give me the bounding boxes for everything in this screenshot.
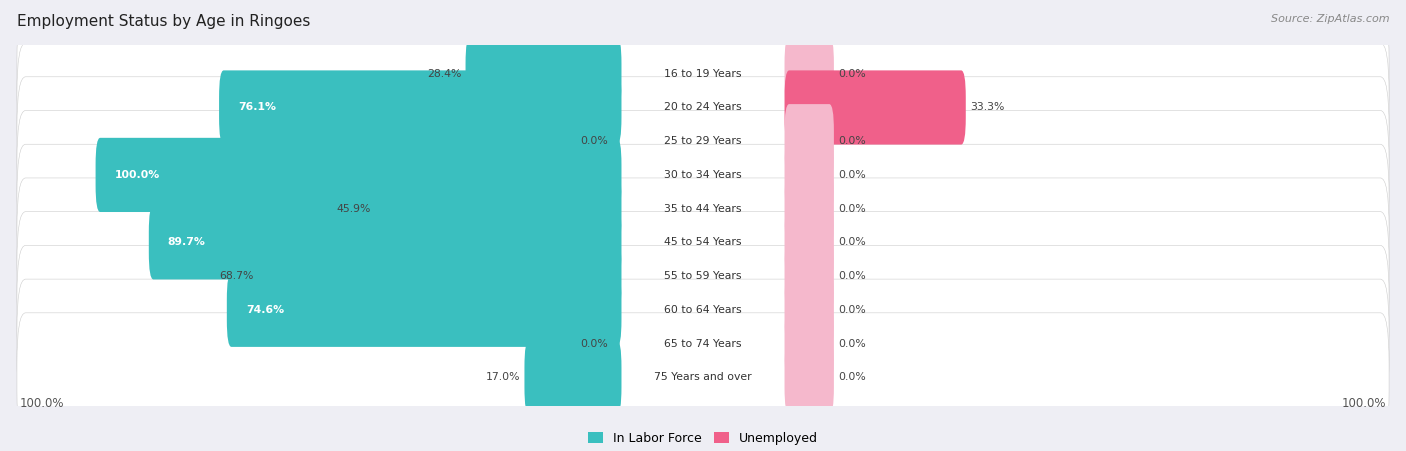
- Text: 0.0%: 0.0%: [838, 170, 866, 180]
- FancyBboxPatch shape: [375, 171, 621, 246]
- FancyBboxPatch shape: [226, 273, 621, 347]
- Text: 0.0%: 0.0%: [838, 136, 866, 146]
- Text: 65 to 74 Years: 65 to 74 Years: [664, 339, 742, 349]
- Text: 25 to 29 Years: 25 to 29 Years: [664, 136, 742, 146]
- Text: 100.0%: 100.0%: [1341, 397, 1386, 410]
- FancyBboxPatch shape: [17, 212, 1389, 341]
- FancyBboxPatch shape: [96, 138, 621, 212]
- Text: 0.0%: 0.0%: [838, 339, 866, 349]
- Text: 55 to 59 Years: 55 to 59 Years: [664, 271, 742, 281]
- FancyBboxPatch shape: [17, 178, 1389, 307]
- Text: Employment Status by Age in Ringoes: Employment Status by Age in Ringoes: [17, 14, 311, 28]
- Text: 76.1%: 76.1%: [238, 102, 276, 112]
- Text: 0.0%: 0.0%: [838, 69, 866, 79]
- Text: 100.0%: 100.0%: [114, 170, 160, 180]
- FancyBboxPatch shape: [17, 279, 1389, 408]
- Text: 100.0%: 100.0%: [20, 397, 65, 410]
- FancyBboxPatch shape: [785, 273, 834, 347]
- Text: 45 to 54 Years: 45 to 54 Years: [664, 237, 742, 247]
- FancyBboxPatch shape: [785, 138, 834, 212]
- Text: 0.0%: 0.0%: [838, 305, 866, 315]
- FancyBboxPatch shape: [524, 340, 621, 414]
- Text: 20 to 24 Years: 20 to 24 Years: [664, 102, 742, 112]
- Text: 45.9%: 45.9%: [336, 204, 371, 214]
- FancyBboxPatch shape: [17, 110, 1389, 239]
- Text: 30 to 34 Years: 30 to 34 Years: [664, 170, 742, 180]
- Text: 75 Years and over: 75 Years and over: [654, 372, 752, 382]
- Text: 74.6%: 74.6%: [246, 305, 284, 315]
- Text: 0.0%: 0.0%: [838, 237, 866, 247]
- Text: 0.0%: 0.0%: [581, 339, 609, 349]
- FancyBboxPatch shape: [785, 37, 834, 111]
- Text: 89.7%: 89.7%: [167, 237, 205, 247]
- FancyBboxPatch shape: [785, 239, 834, 313]
- Text: 60 to 64 Years: 60 to 64 Years: [664, 305, 742, 315]
- FancyBboxPatch shape: [785, 104, 834, 178]
- Text: 0.0%: 0.0%: [838, 204, 866, 214]
- Text: 0.0%: 0.0%: [581, 136, 609, 146]
- FancyBboxPatch shape: [17, 9, 1389, 138]
- FancyBboxPatch shape: [17, 43, 1389, 172]
- Text: Source: ZipAtlas.com: Source: ZipAtlas.com: [1271, 14, 1389, 23]
- FancyBboxPatch shape: [785, 306, 834, 381]
- FancyBboxPatch shape: [17, 245, 1389, 374]
- FancyBboxPatch shape: [785, 340, 834, 414]
- FancyBboxPatch shape: [785, 171, 834, 246]
- FancyBboxPatch shape: [17, 77, 1389, 206]
- Text: 35 to 44 Years: 35 to 44 Years: [664, 204, 742, 214]
- Text: 0.0%: 0.0%: [838, 271, 866, 281]
- FancyBboxPatch shape: [257, 239, 621, 313]
- Text: 16 to 19 Years: 16 to 19 Years: [664, 69, 742, 79]
- FancyBboxPatch shape: [17, 313, 1389, 442]
- FancyBboxPatch shape: [465, 37, 621, 111]
- FancyBboxPatch shape: [219, 70, 621, 145]
- FancyBboxPatch shape: [17, 144, 1389, 273]
- Text: 68.7%: 68.7%: [219, 271, 253, 281]
- FancyBboxPatch shape: [785, 205, 834, 280]
- FancyBboxPatch shape: [785, 70, 966, 145]
- Legend: In Labor Force, Unemployed: In Labor Force, Unemployed: [583, 427, 823, 450]
- Text: 33.3%: 33.3%: [970, 102, 1004, 112]
- FancyBboxPatch shape: [149, 205, 621, 280]
- Text: 28.4%: 28.4%: [427, 69, 461, 79]
- Text: 17.0%: 17.0%: [486, 372, 520, 382]
- Text: 0.0%: 0.0%: [838, 372, 866, 382]
